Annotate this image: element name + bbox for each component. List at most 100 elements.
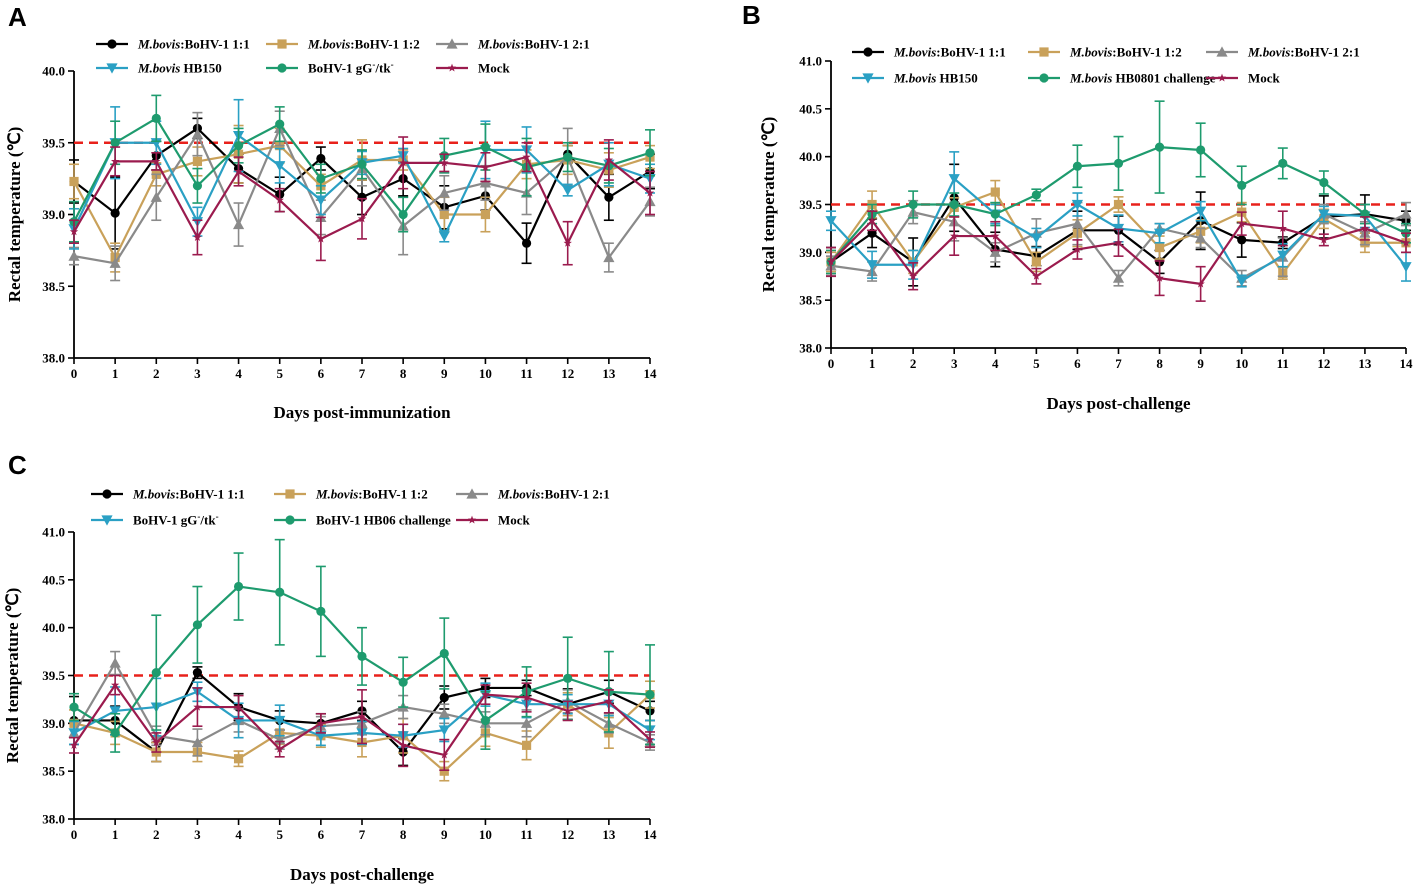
data-point (1278, 224, 1287, 232)
data-point (1154, 142, 1165, 152)
data-point (950, 231, 959, 240)
data-point (192, 181, 203, 191)
data-point (1236, 276, 1248, 287)
data-point (604, 696, 614, 705)
legend-swatch-marker (102, 489, 112, 499)
data-point (438, 187, 450, 198)
panel-c-chart: 38.038.539.039.540.040.541.00 1 2 3 4 5 6 7 8 9 10… (3, 487, 657, 885)
data-point (110, 728, 120, 738)
data-point (316, 234, 326, 243)
data-point (440, 750, 449, 759)
data-point (439, 692, 449, 703)
x-tick-label: 7 (1115, 356, 1122, 371)
legend-label: Mock (478, 61, 511, 76)
data-point (1400, 262, 1412, 273)
data-point (1113, 199, 1124, 210)
data-point (233, 754, 244, 764)
x-tick-label: 14 (1400, 356, 1414, 371)
data-point (274, 161, 286, 172)
data-point (991, 231, 1000, 240)
data-point (69, 740, 79, 749)
data-point (480, 142, 491, 152)
x-tick-label: 8 (400, 827, 407, 842)
data-point (1030, 233, 1042, 244)
legend-swatch-marker (466, 488, 478, 499)
data-point (563, 673, 573, 683)
data-point (866, 260, 878, 271)
data-point (1112, 272, 1125, 283)
data-point (191, 736, 204, 748)
legend-swatch-marker (107, 39, 117, 49)
data-point (1319, 235, 1329, 244)
data-point (563, 706, 572, 715)
y-tick-label: 40.0 (799, 149, 822, 164)
data-point (1153, 228, 1166, 239)
data-point (234, 702, 243, 711)
y-tick-label: 39.0 (42, 716, 65, 731)
data-point (949, 199, 959, 210)
data-point (645, 690, 655, 700)
data-point (1154, 242, 1165, 253)
x-tick-label: 3 (951, 356, 958, 371)
legend-label: M.bovis HB0801 challenge (1069, 71, 1216, 86)
data-point (357, 651, 367, 661)
legend-swatch-marker (862, 73, 874, 84)
panel-letter-a: A (8, 2, 27, 32)
x-tick-label: 1 (112, 827, 119, 842)
data-point (192, 668, 203, 678)
x-tick-label: 14 (644, 827, 658, 842)
data-point (1318, 209, 1330, 220)
data-point (563, 152, 573, 162)
data-point (1401, 238, 1411, 247)
x-tick-label: 13 (602, 366, 616, 381)
x-tick-label: 7 (359, 366, 366, 381)
x-tick-label: 1 (869, 356, 876, 371)
legend-swatch-marker (863, 47, 873, 57)
data-point (1031, 257, 1041, 267)
data-point (109, 257, 121, 268)
legend-label: M.bovis:BoHV-1 2:1 (1247, 45, 1360, 60)
data-point (234, 167, 243, 176)
data-point (110, 208, 120, 218)
y-tick-label: 40.0 (42, 620, 65, 635)
legend-label: M.bovis:BoHV-1 1:2 (307, 37, 420, 52)
data-point (438, 708, 450, 719)
data-point (1237, 219, 1246, 228)
x-tick-label: 3 (194, 827, 201, 842)
data-point (398, 209, 408, 220)
data-point (645, 188, 655, 197)
data-point (1400, 208, 1412, 219)
x-tick-label: 7 (359, 827, 366, 842)
data-point (398, 740, 408, 749)
data-point (233, 581, 244, 592)
y-axis-title: Rectal temperature (℃) (759, 117, 778, 292)
y-tick-label: 41.0 (42, 525, 65, 540)
data-point (438, 725, 450, 736)
data-point (1195, 206, 1207, 217)
data-point (1073, 245, 1082, 254)
data-point (110, 138, 120, 148)
legend-label: BoHV-1 HB06 challenge (316, 513, 451, 528)
data-point (275, 744, 284, 753)
data-point (316, 153, 326, 164)
y-tick-label: 38.5 (42, 764, 65, 779)
legend-swatch-marker (1039, 73, 1049, 83)
data-point (232, 218, 245, 230)
y-tick-label: 39.5 (799, 197, 822, 212)
data-point (1360, 224, 1370, 232)
data-point (1278, 158, 1288, 168)
legend-label: BoHV-1 gG-/tk- (133, 512, 219, 528)
legend-label: M.bovis:BoHV-1 2:1 (477, 37, 590, 52)
data-point (604, 155, 614, 164)
x-tick-label: 6 (1074, 356, 1081, 371)
data-point (316, 718, 326, 727)
y-axis-title: Rectal temperature (℃) (3, 588, 22, 763)
data-point (439, 648, 449, 659)
data-point (275, 119, 285, 129)
x-tick-label: 10 (1235, 356, 1248, 371)
data-point (69, 176, 79, 187)
data-point (480, 209, 491, 220)
data-point (193, 702, 202, 711)
x-tick-label: 12 (561, 827, 574, 842)
data-point (316, 174, 326, 184)
